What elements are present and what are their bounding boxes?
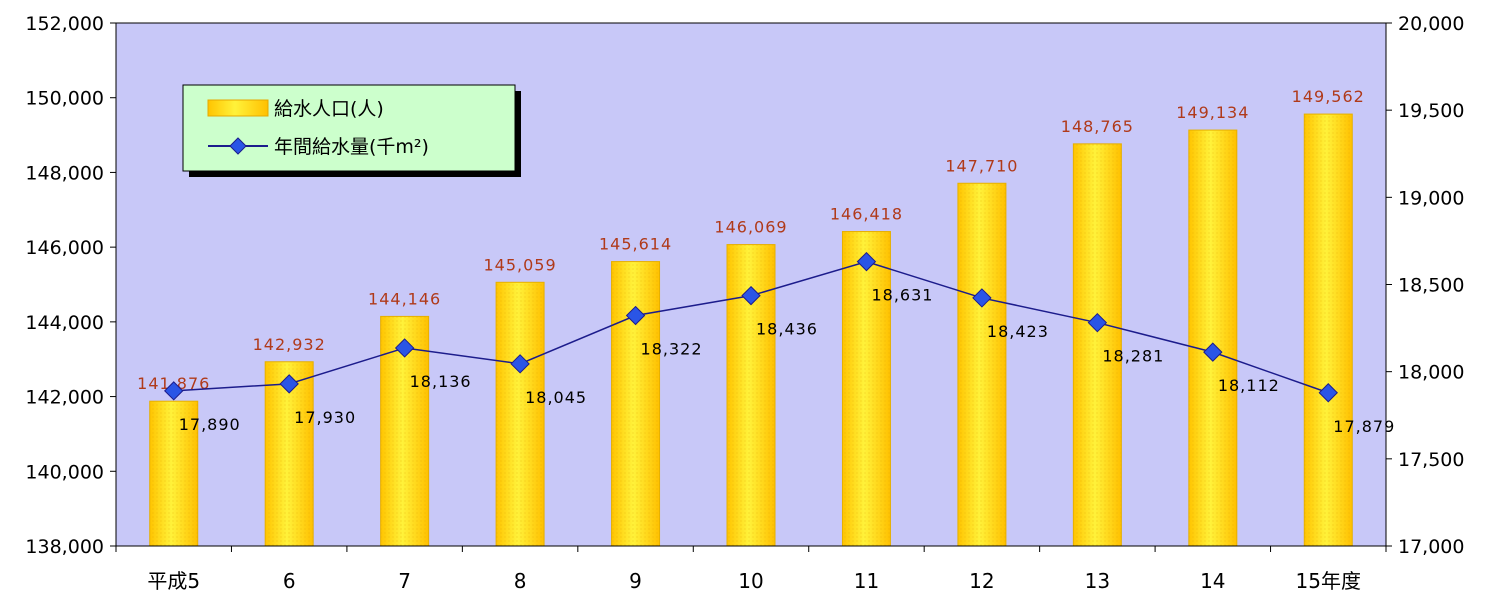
line-data-label: 18,322	[641, 340, 703, 359]
bar-texture	[1304, 114, 1353, 546]
bar-data-label: 142,932	[253, 335, 326, 354]
line-data-label: 18,136	[410, 372, 472, 391]
bar-texture	[1073, 143, 1122, 547]
line-point	[510, 354, 530, 374]
x-tick-label: 9	[629, 569, 642, 593]
line-data-label: 18,112	[1218, 376, 1280, 395]
left-tick-label: 144,000	[25, 312, 104, 334]
left-tick-label: 150,000	[25, 88, 104, 110]
bar-texture	[957, 183, 1006, 546]
line-point	[164, 381, 184, 401]
bar-data-label: 144,146	[368, 289, 441, 308]
legend-bar-swatch	[207, 99, 269, 117]
bar-texture	[611, 261, 660, 546]
line-point	[856, 251, 877, 272]
right-axis-ticks: 17,000 17,500 18,000 18,500 19,000 19,500 20,0…	[1386, 13, 1464, 558]
left-tick-label: 142,000	[25, 387, 104, 409]
left-tick-label: 140,000	[25, 461, 104, 483]
line-point	[1318, 383, 1338, 403]
legend-line-label: 年間給水量(千m²)	[274, 136, 429, 158]
line-labels: 17,890 17,930 18,136 18,045 18,322 18,436 18,6…	[179, 286, 1395, 436]
line-point	[625, 305, 646, 326]
line-data-label: 17,890	[179, 415, 241, 434]
left-tick-label: 138,000	[25, 536, 104, 558]
bar-data-label: 148,765	[1061, 117, 1134, 136]
bar-data-label: 149,562	[1292, 87, 1365, 106]
legend-bar-label: 給水人口(人)	[274, 98, 384, 120]
line-data-label: 18,631	[871, 286, 933, 305]
x-tick-label: 11	[854, 569, 879, 593]
line-data-label: 17,879	[1333, 417, 1395, 436]
x-axis-ticks: 平成5 6 7 8 9 10 11 12 13 14 15年度	[115, 546, 1387, 593]
x-tick-label: 13	[1085, 569, 1110, 593]
legend: 給水人口(人) 年間給水量(千m²)	[182, 84, 521, 177]
bar-data-label: 146,069	[714, 218, 787, 237]
line-point	[1203, 342, 1223, 362]
right-tick-label: 20,000	[1398, 13, 1464, 35]
bar-labels: 141,876142,932144,146145,059145,614146,0…	[137, 87, 1365, 393]
line-point	[972, 288, 992, 308]
right-tick-label: 19,500	[1398, 100, 1464, 122]
line-point	[394, 338, 415, 358]
bar-data-label: 149,134	[1176, 103, 1249, 122]
right-tick-label: 19,000	[1398, 187, 1464, 209]
line-data-label: 18,436	[756, 320, 818, 339]
bar-texture	[1188, 130, 1237, 547]
right-tick-label: 17,000	[1398, 536, 1464, 558]
line-point	[1087, 312, 1108, 333]
x-tick-label: 8	[514, 569, 527, 593]
bar-texture	[842, 231, 891, 546]
line-data-label: 18,423	[987, 322, 1049, 341]
right-tick-label: 18,000	[1398, 362, 1464, 384]
left-tick-label: 148,000	[25, 162, 104, 184]
right-tick-label: 18,500	[1398, 275, 1464, 297]
x-tick-label: 14	[1200, 569, 1225, 593]
left-tick-label: 146,000	[25, 237, 104, 259]
bar-data-label: 145,059	[484, 255, 557, 274]
line-point	[741, 285, 761, 306]
legend-diamond-icon	[229, 137, 247, 155]
line-data-label: 18,281	[1102, 347, 1164, 366]
x-tick-label: 15年度	[1296, 569, 1361, 593]
x-tick-label: 平成5	[147, 569, 200, 593]
left-axis-ticks: 138,000 140,000 142,000 144,000 146,000 148,0…	[25, 13, 116, 558]
line-data-label: 18,045	[525, 388, 587, 407]
line-point	[279, 374, 299, 394]
bar-texture	[149, 401, 198, 546]
x-tick-label: 10	[738, 569, 763, 593]
left-tick-label: 152,000	[25, 13, 104, 35]
bar-data-label: 147,710	[945, 156, 1018, 175]
line-data-label: 17,930	[294, 408, 356, 427]
x-tick-label: 12	[969, 569, 994, 593]
line-series	[164, 251, 1338, 403]
x-tick-label: 6	[283, 569, 296, 593]
bar-data-label: 146,418	[830, 205, 903, 224]
x-tick-label: 7	[398, 569, 411, 593]
bar-data-label: 145,614	[599, 235, 672, 254]
right-tick-label: 17,500	[1398, 449, 1464, 471]
bar-series	[149, 113, 1353, 547]
bar-texture	[496, 282, 545, 546]
